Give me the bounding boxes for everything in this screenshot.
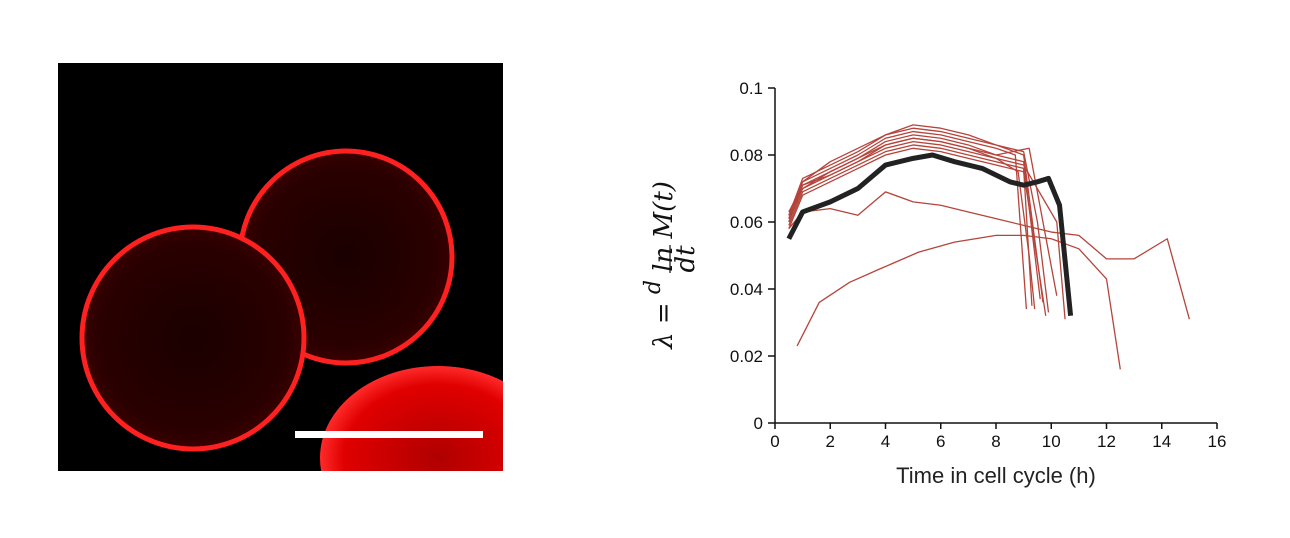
single-cell-growth-rate-line [788, 134, 1041, 300]
single-cell-growth-rate-line [788, 124, 1044, 303]
single-cell-growth-rate-line [788, 130, 1028, 310]
chart-svg: 0 2 4 6 8 10 12 14 16 0 0.02 0.04 0.06 0.08 0.1 Time i… [641, 79, 1227, 488]
x-tick-label: 14 [1152, 432, 1171, 451]
y-tick-label: 0.02 [730, 347, 763, 366]
y-tick-label: 0.06 [730, 213, 763, 232]
y-tick-label: 0.04 [730, 280, 763, 299]
single-cell-growth-rate-line [788, 144, 1033, 306]
x-tick-label: 0 [770, 432, 779, 451]
x-tick-label: 6 [936, 432, 945, 451]
single-cell-growth-rate-line [788, 127, 1050, 313]
micrograph-image [58, 63, 503, 471]
x-tick-label: 4 [881, 432, 890, 451]
mean-growth-rate-line [786, 152, 1074, 317]
micrograph-svg [58, 63, 503, 471]
svg-text:dt: dt [671, 245, 701, 273]
svg-text:λ = d ln M(t): λ = d ln M(t) [641, 181, 679, 350]
y-axis-label: λ = d ln M(t) dt [641, 181, 701, 350]
x-axis-label: Time in cell cycle (h) [896, 463, 1096, 488]
growth-rate-chart: 0 2 4 6 8 10 12 14 16 0 0.02 0.04 0.06 0.08 0.1 Time i… [600, 60, 1260, 520]
single-cell-growth-rate-line [796, 234, 1121, 370]
single-cell-growth-rate-line [788, 137, 1036, 310]
x-tick-label: 10 [1042, 432, 1061, 451]
y-tick-label: 0.1 [739, 79, 763, 98]
cell-membrane-lower [79, 224, 307, 452]
cell-partial-bottom-right [320, 366, 503, 471]
single-cell-growth-rate-line [788, 140, 1066, 320]
x-tick-label: 16 [1208, 432, 1227, 451]
x-tick-label: 8 [991, 432, 1000, 451]
y-tick-label: 0.08 [730, 146, 763, 165]
axes-ticks: 0 2 4 6 8 10 12 14 16 0 0.02 0.04 0.06 0.08 0.1 [730, 79, 1227, 451]
series-lines [786, 124, 1191, 370]
single-cell-growth-rate-line [788, 191, 1191, 320]
single-cell-growth-rate-line [788, 137, 1058, 296]
scale-bar [295, 431, 483, 438]
x-tick-label: 12 [1097, 432, 1116, 451]
y-tick-label: 0 [754, 414, 763, 433]
x-tick-label: 2 [826, 432, 835, 451]
single-cell-growth-rate-line [788, 147, 1047, 316]
